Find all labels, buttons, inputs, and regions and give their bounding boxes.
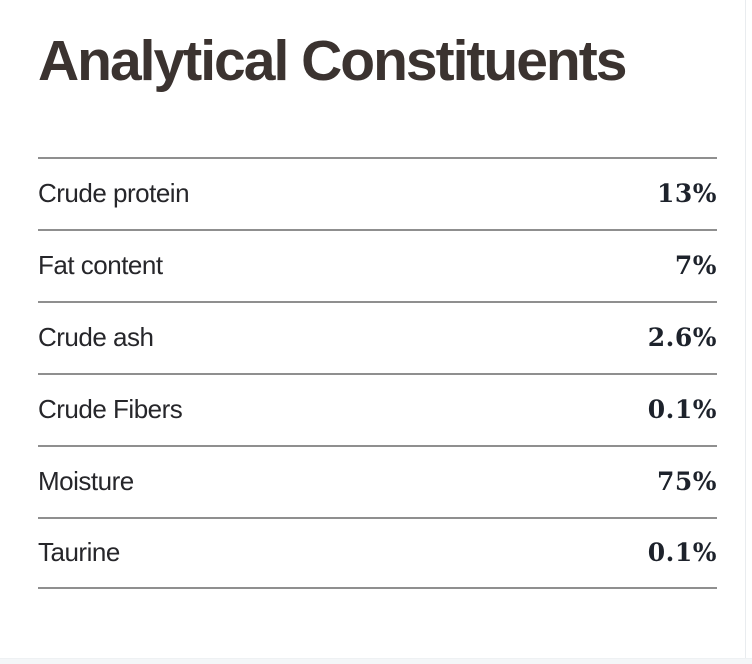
row-label: Crude ash <box>38 322 154 353</box>
table-row: Crude protein 13% <box>38 156 717 229</box>
row-value: 0.1% <box>647 395 717 425</box>
table-row: Crude Fibers 0.1% <box>38 372 717 445</box>
row-label: Fat content <box>38 250 163 281</box>
row-value: 0.1% <box>647 538 717 568</box>
table-row: Taurine 0.1% <box>38 516 717 589</box>
row-value: 13% <box>656 179 717 209</box>
row-label: Moisture <box>38 466 134 497</box>
table-row: Fat content 7% <box>38 228 717 301</box>
row-value: 75% <box>656 467 717 497</box>
page-right-edge-line <box>745 0 746 658</box>
row-label: Taurine <box>38 537 120 568</box>
page-title: Analytical Constituents <box>38 29 627 93</box>
row-value: 2.6% <box>647 323 717 353</box>
table-row: Crude ash 2.6% <box>38 300 717 373</box>
constituents-table: Crude protein 13% Fat content 7% Crude a… <box>38 156 717 589</box>
row-label: Crude Fibers <box>38 394 183 425</box>
row-value: 7% <box>674 251 717 281</box>
table-row: Moisture 75% <box>38 444 717 517</box>
analytical-constituents-section: Analytical Constituents Crude protein 13… <box>38 29 717 589</box>
bottom-edge-strip <box>0 658 752 664</box>
row-label: Crude protein <box>38 178 190 209</box>
